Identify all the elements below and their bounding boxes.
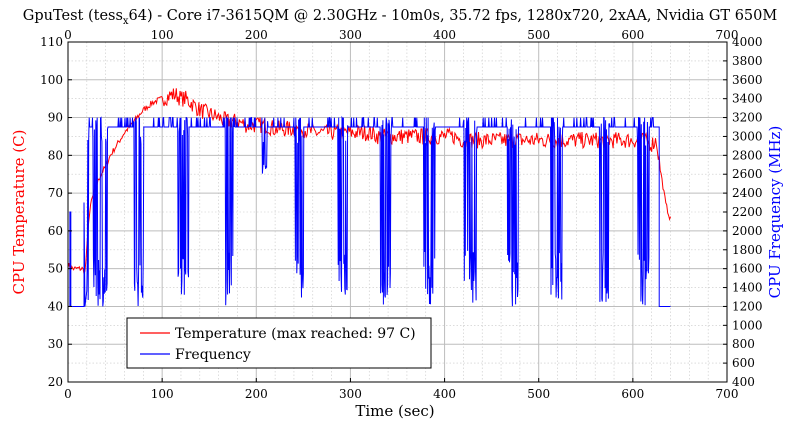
y-right-tick-label: 3600 [732,73,763,87]
x-tick-label-top: 100 [151,28,174,42]
x-tick-label-bottom: 500 [527,387,550,401]
y-axis-right-label: CPU Frequency (MHz) [766,126,784,299]
legend-box [126,317,432,369]
y-right-tick-label: 1600 [732,262,763,276]
y-right-tick-label: 3000 [732,129,763,143]
y-right-tick-label: 600 [732,356,755,370]
y-left-tick-label: 40 [48,299,63,313]
y-right-tick-label: 2400 [732,186,763,200]
x-tick-label-top: 500 [527,28,550,42]
y-right-tick-label: 4000 [732,35,763,49]
chart-title: GpuTest (tessx64) - Core i7-3615QM @ 2.3… [23,8,778,27]
x-tick-label-bottom: 0 [64,387,72,401]
y-right-tick-label: 2800 [732,148,763,162]
x-tick-label-bottom: 200 [245,387,268,401]
x-tick-label-top: 700 [716,28,739,42]
y-right-tick-label: 1800 [732,243,763,257]
tick-layer: 0 0 100 100 200 200 300 300 400 400 500 500 600 600 70… [40,28,762,401]
legend-temperature-label: Temperature (max reached: 97 C) [175,326,416,342]
x-tick-label-bottom: 400 [433,387,456,401]
y-right-tick-label: 2000 [732,224,763,238]
x-tick-label-top: 600 [621,28,644,42]
legend: Temperature (max reached: 97 C) Frequenc… [126,317,432,369]
y-right-tick-label: 1400 [732,281,763,295]
x-tick-label-top: 200 [245,28,268,42]
y-right-tick-label: 1000 [732,318,763,332]
y-right-tick-label: 400 [732,375,755,389]
y-left-tick-label: 100 [40,73,63,87]
y-left-tick-label: 70 [48,186,63,200]
series-layer [67,88,671,307]
x-tick-label-top: 400 [433,28,456,42]
y-left-tick-label: 80 [48,148,63,162]
y-axis-left-label: CPU Temperature (C) [10,130,28,295]
y-left-tick-label: 20 [48,375,63,389]
x-tick-label-top: 300 [339,28,362,42]
x-axis-label: Time (sec) [355,402,434,420]
x-tick-label-bottom: 600 [621,387,644,401]
y-left-tick-label: 30 [48,337,63,351]
x-tick-label-top: 0 [64,28,72,42]
x-tick-label-bottom: 700 [716,387,739,401]
temperature-line [67,88,671,275]
x-tick-label-bottom: 100 [151,387,174,401]
chart-title-post: 64) - Core i7-3615QM @ 2.30GHz - 10m0s, … [129,8,778,24]
chart-title-sub: x [123,16,129,27]
x-tick-label-bottom: 300 [339,387,362,401]
chart-title-pre: GpuTest (tess [23,8,123,24]
y-right-tick-label: 2200 [732,205,763,219]
y-right-tick-label: 2600 [732,167,763,181]
frequency-line [68,115,671,307]
y-right-tick-label: 3800 [732,54,763,68]
y-left-tick-label: 60 [48,224,63,238]
y-right-tick-label: 3200 [732,111,763,125]
y-left-tick-label: 110 [40,35,63,49]
y-left-tick-label: 90 [48,111,63,125]
y-right-tick-label: 800 [732,337,755,351]
y-left-tick-label: 50 [48,262,63,276]
y-right-tick-label: 1200 [732,299,763,313]
y-right-tick-label: 3400 [732,92,763,106]
legend-frequency-label: Frequency [175,347,251,363]
